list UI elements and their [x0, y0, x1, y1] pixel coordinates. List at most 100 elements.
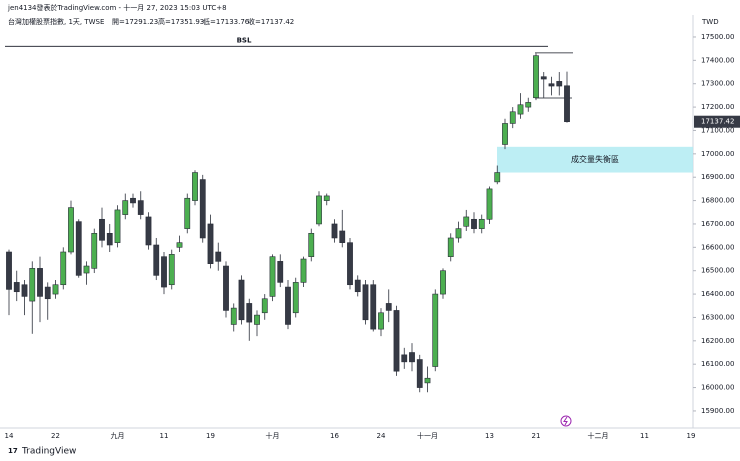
ohlc-open: 開=17291.23	[112, 18, 158, 26]
candle-body	[494, 172, 501, 183]
bsl-label: BSL	[237, 36, 252, 44]
y-tick-label: 17100.00	[701, 126, 734, 134]
credit: jen4134發表於TradingView.com - 十一月 27, 2023…	[7, 3, 227, 12]
candle-body	[153, 244, 160, 276]
candle-body	[184, 197, 191, 229]
y-tick-label: 16500.00	[701, 267, 734, 275]
x-tick-label: 十二月	[588, 431, 609, 440]
y-tick-label: 16600.00	[701, 243, 734, 251]
candle-body	[137, 200, 144, 215]
candle-body	[254, 314, 260, 325]
candle-body	[517, 104, 524, 115]
y-tick-label: 16400.00	[701, 290, 734, 298]
candle-body	[52, 284, 59, 295]
candle-body	[168, 254, 175, 286]
candle-body	[145, 216, 152, 246]
y-tick-label: 17400.00	[701, 56, 734, 64]
candle-body	[393, 310, 400, 372]
candle-body	[300, 258, 307, 283]
candle-body	[502, 123, 508, 145]
x-tick-label: 21	[532, 432, 541, 440]
candle-body	[385, 303, 392, 311]
candle-body	[440, 270, 446, 295]
zone-label: 成交量失衡區	[571, 154, 619, 164]
x-tick-label: 16	[330, 432, 339, 440]
candle-body	[13, 282, 20, 293]
candle-body	[432, 293, 439, 367]
x-tick-label: 14	[5, 432, 14, 440]
candle-body	[509, 111, 516, 124]
candle-body	[540, 76, 547, 80]
x-tick-label: 13	[485, 432, 494, 440]
candle-body	[533, 55, 539, 99]
candle-body	[378, 312, 384, 330]
candle-body	[401, 354, 408, 363]
candle-body	[238, 279, 245, 321]
candle-body	[447, 237, 454, 257]
candle-body	[246, 303, 253, 323]
symbol: 台灣加權股票指數, 1天, TWSE	[8, 17, 104, 26]
candle-body	[215, 251, 222, 262]
candle-body	[44, 286, 51, 300]
candle-body	[91, 233, 98, 269]
candle-body	[68, 207, 74, 253]
x-tick-label: 十月	[266, 431, 280, 440]
candle-body	[83, 265, 90, 274]
y-tick-label: 17200.00	[701, 103, 734, 111]
candle-body	[21, 284, 28, 297]
event-icon-bolt	[563, 416, 568, 426]
candle-body	[409, 352, 415, 363]
last-price-label: 17137.42	[701, 118, 734, 126]
x-tick-label: 24	[377, 432, 386, 440]
candle-body	[455, 228, 462, 239]
ohlc-low: 低=17133.76	[203, 17, 250, 26]
candle-body	[75, 221, 82, 276]
candle-body	[130, 197, 136, 204]
y-tick-label: 17300.00	[701, 80, 734, 88]
imbalance-zone	[497, 146, 693, 173]
x-tick-label: 九月	[111, 431, 125, 440]
candle-body	[261, 298, 268, 314]
candle-body	[564, 85, 570, 123]
candle-body	[269, 256, 276, 297]
candle-body	[37, 268, 43, 297]
candle-body	[207, 223, 214, 264]
y-tick-label: 17000.00	[701, 150, 734, 158]
y-tick-label: 16700.00	[701, 220, 734, 228]
candle-body	[6, 251, 12, 290]
candle-body	[370, 284, 377, 330]
y-tick-label: 16100.00	[701, 360, 734, 368]
candle-body	[308, 233, 315, 257]
candle-body	[416, 359, 423, 388]
candle-body	[230, 307, 237, 325]
candle-body	[99, 218, 105, 241]
candle-body	[122, 200, 129, 215]
candle-body	[292, 282, 299, 314]
candle-body	[114, 209, 121, 243]
candle-body	[424, 377, 431, 384]
candle-body	[199, 179, 206, 239]
candle-body	[362, 284, 369, 321]
brand: TradingView	[21, 447, 76, 457]
event-icon[interactable]	[560, 415, 572, 427]
candle-body	[525, 102, 532, 108]
y-tick-label: 16000.00	[701, 384, 734, 392]
y-tick-label: 17500.00	[701, 33, 734, 41]
candle-body	[29, 268, 36, 302]
x-tick-label: 22	[51, 432, 60, 440]
y-tick-label: 16800.00	[701, 197, 734, 205]
candle-body	[347, 242, 353, 286]
ohlc-high: 高=17351.93	[158, 17, 204, 26]
candle-body	[339, 230, 346, 243]
candle-body	[161, 256, 167, 288]
x-tick-label: 19	[687, 432, 696, 440]
candle-body	[106, 233, 113, 246]
candle-body	[478, 218, 485, 229]
candle-body	[176, 242, 183, 248]
y-tick-label: 16900.00	[701, 173, 734, 181]
currency: TWD	[701, 18, 719, 26]
candle-body	[223, 265, 229, 311]
candle-body	[60, 251, 67, 286]
